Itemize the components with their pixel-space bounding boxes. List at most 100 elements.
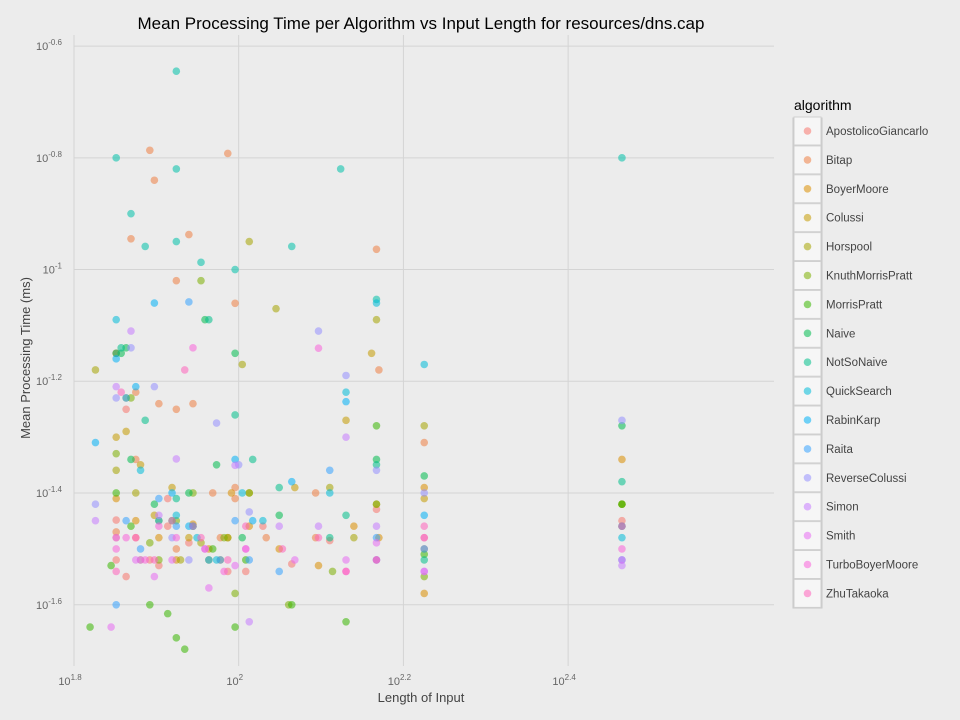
data-point <box>314 522 323 531</box>
data-point <box>618 516 626 525</box>
data-point <box>185 230 193 239</box>
data-point <box>241 522 250 531</box>
data-point <box>150 500 159 508</box>
data-point <box>350 533 358 542</box>
data-point <box>618 545 626 553</box>
data-point <box>231 349 239 358</box>
data-point <box>172 165 181 173</box>
data-point <box>136 545 145 553</box>
y-tick-label: 10-1.6 <box>36 597 63 612</box>
legend-marker <box>803 474 812 482</box>
data-point <box>618 561 626 570</box>
series-points <box>112 366 626 576</box>
data-point <box>325 533 334 542</box>
data-point <box>367 349 376 358</box>
data-point <box>342 617 350 626</box>
data-point <box>618 477 626 486</box>
data-point <box>212 461 221 469</box>
legend-marker <box>803 271 812 280</box>
data-point <box>112 394 120 402</box>
y-tick-label: 10-1.4 <box>36 485 63 500</box>
data-point <box>314 344 323 352</box>
data-point <box>136 461 145 469</box>
legend-marker <box>803 560 812 569</box>
data-point <box>155 522 163 531</box>
data-point <box>231 265 239 274</box>
data-point <box>272 304 280 313</box>
data-point <box>185 533 193 542</box>
data-point <box>231 461 239 470</box>
data-point <box>245 617 254 626</box>
legend-label: KnuthMorrisPratt <box>826 271 913 283</box>
data-point <box>420 589 429 598</box>
x-tick-label: 102 <box>226 673 243 688</box>
data-point <box>180 645 189 653</box>
data-point <box>223 556 232 564</box>
legend-label: Smith <box>826 531 855 543</box>
data-point <box>342 511 350 520</box>
data-point <box>231 516 239 525</box>
legend-item: BoyerMoore <box>793 174 889 204</box>
legend-label: Horspool <box>826 242 872 254</box>
data-point <box>155 533 163 542</box>
data-point <box>168 516 176 525</box>
data-point <box>420 545 429 553</box>
data-point <box>372 245 381 254</box>
data-point <box>375 366 383 374</box>
legend-label: ZhuTakaoka <box>826 588 889 600</box>
data-point <box>223 149 232 158</box>
data-point <box>241 545 250 553</box>
data-point <box>314 533 323 542</box>
data-point <box>122 394 130 402</box>
legend-label: BoyerMoore <box>826 184 889 196</box>
data-point <box>287 242 296 251</box>
data-point <box>420 360 429 369</box>
data-point <box>342 371 350 380</box>
data-point <box>314 327 323 335</box>
data-point <box>107 561 115 570</box>
data-point <box>201 545 209 553</box>
data-point <box>275 511 284 520</box>
legend-label: MorrisPratt <box>826 299 883 311</box>
data-point <box>245 489 254 497</box>
data-point <box>420 522 429 531</box>
data-point <box>112 533 120 542</box>
y-tick-label: 10-0.8 <box>36 150 63 165</box>
data-point <box>291 556 299 564</box>
data-point <box>231 483 239 492</box>
data-point <box>172 522 181 531</box>
legend-item: ReverseColussi <box>793 463 907 493</box>
legend-marker <box>803 300 812 309</box>
data-point <box>197 258 205 267</box>
legend-items: ApostolicoGiancarlo Bitap BoyerMoore Coluss… <box>793 116 928 608</box>
y-axis-title: Mean Processing Time (ms) <box>18 277 33 439</box>
data-point <box>155 399 163 408</box>
data-point <box>245 556 254 564</box>
data-point <box>420 494 429 503</box>
data-point <box>185 298 193 306</box>
data-point <box>336 165 345 173</box>
data-point <box>141 556 150 564</box>
data-point <box>245 508 254 516</box>
data-point <box>231 494 239 503</box>
data-point <box>372 466 381 475</box>
legend-label: Bitap <box>826 155 852 167</box>
data-point <box>112 494 120 503</box>
data-point <box>311 489 320 497</box>
data-point <box>314 561 323 570</box>
data-point <box>112 433 120 441</box>
legend-label: ReverseColussi <box>826 473 907 485</box>
legend-marker <box>803 416 812 424</box>
data-point <box>112 315 120 324</box>
data-point <box>205 556 213 564</box>
data-point <box>112 600 120 609</box>
data-point <box>112 349 120 358</box>
data-point <box>342 556 350 564</box>
data-point <box>155 516 163 525</box>
data-point <box>112 466 120 475</box>
data-point <box>127 455 135 464</box>
data-point <box>172 67 181 76</box>
data-point <box>259 516 267 525</box>
legend-marker <box>803 502 812 511</box>
data-point <box>168 483 176 492</box>
